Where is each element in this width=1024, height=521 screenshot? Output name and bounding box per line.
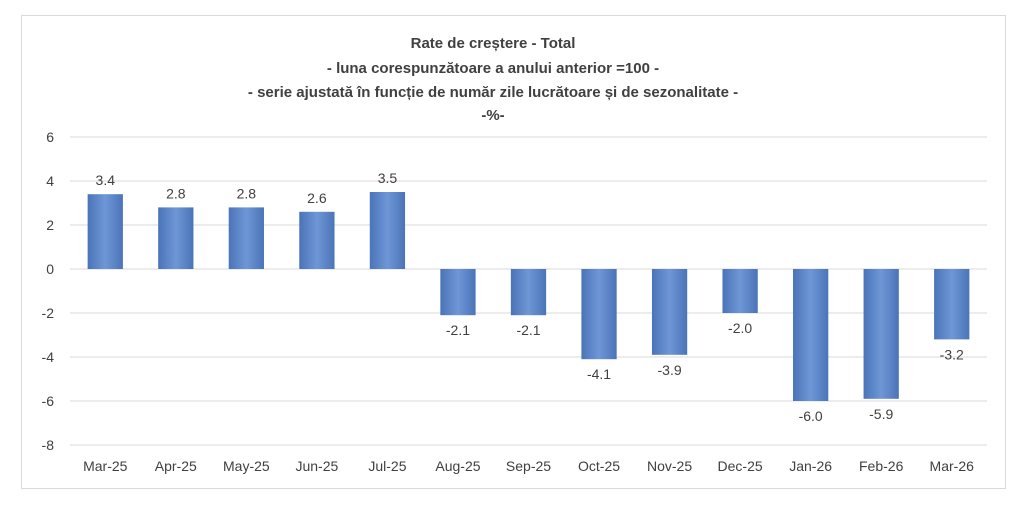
bar-mar-26 <box>934 269 970 340</box>
data-label: -2.1 <box>516 322 540 338</box>
data-label: -2.0 <box>728 320 752 336</box>
x-tick-label: Feb-26 <box>859 458 904 474</box>
data-label: -4.1 <box>587 366 611 382</box>
x-tick-label: Aug-25 <box>435 458 480 474</box>
data-label: 3.4 <box>96 172 116 188</box>
data-labels: 3.4 2.8 2.8 2.6 3.5 -2.1 -2.1 -4.1 -3.9 -2.0 -6.0 -… <box>96 170 964 424</box>
y-tick-label: -2 <box>42 305 55 321</box>
chart-title-line-3: - serie ajustată în funcție de număr zil… <box>248 84 738 101</box>
x-tick-label: Jan-26 <box>789 458 832 474</box>
y-tick-label: 0 <box>46 261 54 277</box>
y-axis: 6 4 2 0 -2 -4 -6 -8 <box>42 129 55 453</box>
bar-mar-25 <box>87 194 123 269</box>
data-label: -3.9 <box>658 362 682 378</box>
bar-jul-25 <box>369 192 406 269</box>
bar-apr-25 <box>158 207 194 269</box>
bar-feb-26 <box>863 269 899 399</box>
chart-title-line-2: - luna corespunzătoare a anului anterior… <box>327 60 659 77</box>
x-tick-label: Nov-25 <box>647 458 692 474</box>
x-tick-label: Jun-25 <box>295 458 338 474</box>
chart-title: Rate de creștere - Total - luna corespun… <box>248 35 738 124</box>
bar-may-25 <box>228 207 264 269</box>
x-tick-label: Dec-25 <box>718 458 763 474</box>
x-tick-label: Mar-25 <box>83 458 128 474</box>
x-tick-label: Apr-25 <box>155 458 197 474</box>
y-tick-label: -4 <box>42 349 55 365</box>
x-tick-label: Oct-25 <box>578 458 620 474</box>
data-label: 2.8 <box>237 185 257 201</box>
bars <box>87 192 970 401</box>
x-tick-label: May-25 <box>223 458 270 474</box>
data-label: -5.9 <box>869 406 893 422</box>
data-label: 2.6 <box>307 190 327 206</box>
bar-oct-25 <box>581 269 617 360</box>
bar-sep-25 <box>510 269 547 316</box>
bar-jan-26 <box>793 269 829 401</box>
chart-title-line-4: -%- <box>481 107 504 124</box>
data-label: -6.0 <box>799 408 823 424</box>
y-tick-label: 6 <box>46 129 54 145</box>
x-tick-label: Jul-25 <box>368 458 406 474</box>
data-label: -2.1 <box>446 322 470 338</box>
bar-nov-25 <box>651 269 688 355</box>
data-label: -3.2 <box>940 346 964 362</box>
data-label: 2.8 <box>166 185 186 201</box>
x-tick-label: Sep-25 <box>506 458 551 474</box>
data-label: 3.5 <box>378 170 398 186</box>
bar-dec-25 <box>722 269 758 313</box>
x-axis: Mar-25 Apr-25 May-25 Jun-25 Jul-25 Aug-25 Sep-… <box>83 458 974 474</box>
y-tick-label: 4 <box>46 173 54 189</box>
chart-title-line-1: Rate de creștere - Total <box>411 35 576 52</box>
x-tick-label: Mar-26 <box>930 458 975 474</box>
y-tick-label: -8 <box>42 437 55 453</box>
bar-jun-25 <box>299 211 335 269</box>
bar-aug-25 <box>440 269 476 316</box>
y-tick-label: -6 <box>42 393 55 409</box>
y-tick-label: 2 <box>46 217 54 233</box>
